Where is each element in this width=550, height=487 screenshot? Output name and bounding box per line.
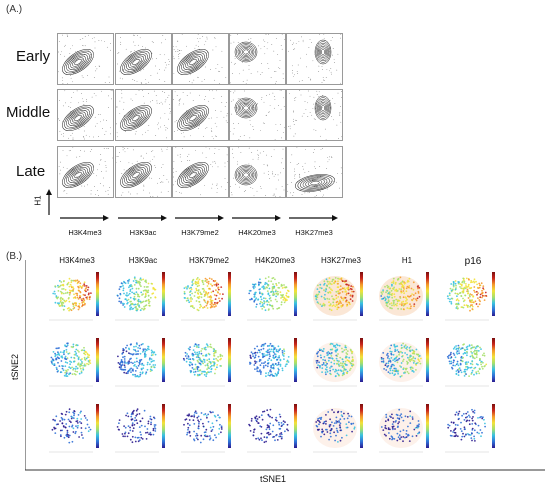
y-axis-label: H1: [33, 195, 43, 206]
column-label-h4k20me3: H4K20me3: [238, 228, 276, 237]
panel-b-frame: [25, 260, 545, 471]
tsne-plot: [375, 268, 435, 328]
tsne-plot: [111, 400, 171, 460]
contour-plot: [115, 146, 172, 198]
contour-plot: [286, 89, 343, 141]
tsne-column-label-h3k4me3: H3K4me3: [59, 256, 95, 265]
contour-plot: [115, 33, 172, 85]
x-axis-label: tSNE1: [260, 474, 287, 484]
column-label-h3k4me3: H3K4me3: [68, 228, 102, 237]
tsne-plot: [243, 400, 303, 460]
row-label-early: Early: [16, 48, 51, 65]
x-axis-arrow: [60, 215, 109, 221]
column-label-h3k9ac: H3K9ac: [129, 228, 157, 237]
contour-plot: [229, 89, 286, 141]
tsne-plot: [375, 400, 435, 460]
tsne-plot: [375, 334, 435, 394]
x-axis-arrow: [232, 215, 281, 221]
tsne-plot: [177, 268, 237, 328]
y-axis-label: tSNE2: [10, 353, 21, 381]
column-label-h3k79me2: H3K79me2: [181, 228, 219, 237]
x-axis-arrow: [175, 215, 224, 221]
contour-plot: [57, 146, 114, 198]
tsne-plot: [111, 334, 171, 394]
tsne-plot: [441, 334, 501, 394]
tsne-plot: [309, 334, 369, 394]
contour-plot: [286, 146, 343, 198]
contour-plot: [229, 146, 286, 198]
y-axis-arrow: [46, 189, 52, 215]
row-label-late: Late: [16, 163, 46, 180]
panel-a-label: (A.): [6, 4, 23, 15]
tsne-plot: [45, 400, 105, 460]
contour-plot: [57, 89, 114, 141]
tsne-column-label-h3k9ac: H3K9ac: [128, 256, 158, 265]
contour-plot: [57, 33, 114, 85]
column-label-h3k27me3: H3K27me3: [295, 228, 333, 237]
tsne-plot: [243, 334, 303, 394]
tsne-plot: [177, 334, 237, 394]
tsne-column-label-h4k20me3: H4K20me3: [254, 256, 296, 265]
x-axis-arrow: [118, 215, 167, 221]
tsne-column-label-h1: H1: [401, 256, 413, 265]
tsne-plot: [309, 268, 369, 328]
tsne-column-label-p16: p16: [464, 256, 482, 267]
tsne-plot: [441, 400, 501, 460]
tsne-plot: [441, 268, 501, 328]
tsne-column-label-h3k27me3: H3K27me3: [320, 256, 362, 265]
tsne-column-label-h3k79me2: H3K79me2: [188, 256, 230, 265]
contour-plot: [115, 89, 172, 141]
tsne-plot: [111, 268, 171, 328]
contour-plot: [229, 33, 286, 85]
tsne-plot: [45, 268, 105, 328]
tsne-plot: [177, 400, 237, 460]
panel-b-label: (B.): [6, 251, 23, 262]
tsne-plot: [309, 400, 369, 460]
row-label-middle: Middle: [6, 104, 51, 121]
contour-plot: [172, 89, 229, 141]
contour-plot: [172, 146, 229, 198]
tsne-plot: [243, 268, 303, 328]
contour-plot: [172, 33, 229, 85]
tsne-plot: [45, 334, 105, 394]
x-axis-arrow: [289, 215, 338, 221]
contour-plot: [286, 33, 343, 85]
